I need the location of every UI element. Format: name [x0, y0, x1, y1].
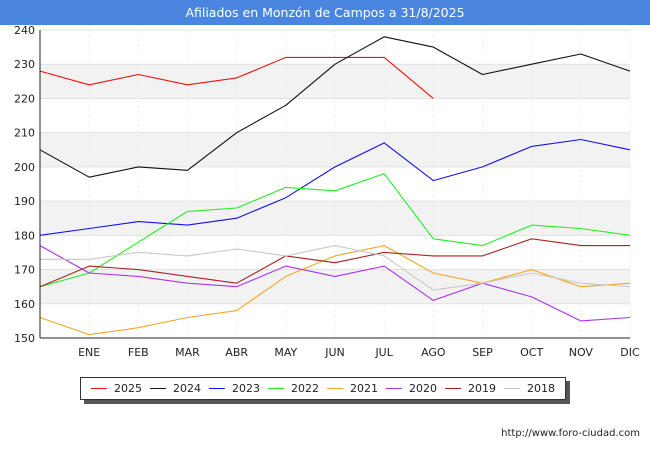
x-tick-label: JUN	[324, 346, 345, 359]
y-tick-label: 220	[14, 92, 35, 105]
x-tick-label: AGO	[421, 346, 446, 359]
series-line-2023	[39, 138, 631, 236]
legend-item-2025: 2025	[91, 382, 142, 395]
legend-item-2021: 2021	[327, 382, 378, 395]
x-tick-label: ENE	[78, 346, 100, 359]
series-line-2019	[39, 238, 630, 288]
legend-item-2023: 2023	[209, 382, 260, 395]
y-tick-label: 160	[14, 298, 35, 311]
legend-swatch	[268, 388, 284, 389]
legend-label: 2018	[527, 382, 555, 395]
legend-label: 2021	[350, 382, 378, 395]
y-tick-label: 180	[14, 229, 35, 242]
y-tick-label: 170	[14, 264, 35, 277]
series-line-2020	[39, 245, 631, 322]
x-tick-label: ABR	[225, 346, 248, 359]
legend-swatch	[91, 388, 107, 389]
x-tick-label: MAY	[274, 346, 297, 359]
legend-label: 2020	[409, 382, 437, 395]
series-line-2018	[40, 245, 631, 291]
x-tick-label: DIC	[620, 346, 640, 359]
legend-item-2024: 2024	[150, 382, 201, 395]
legend-item-2022: 2022	[268, 382, 319, 395]
x-tick-label: NOV	[569, 346, 594, 359]
legend: 2025 2024 2023 2022 2021 2020 2019 2018	[80, 377, 566, 400]
x-tick-label: FEB	[128, 346, 149, 359]
series-line-2022	[39, 173, 631, 288]
legend-label: 2025	[114, 382, 142, 395]
legend-item-2019: 2019	[445, 382, 496, 395]
legend-swatch	[445, 388, 461, 389]
y-tick-label: 150	[14, 332, 35, 345]
x-tick-label: SEP	[472, 346, 493, 359]
y-tick-label: 230	[14, 58, 35, 71]
x-tick-label: JUL	[374, 346, 393, 359]
legend-label: 2022	[291, 382, 319, 395]
legend-label: 2024	[173, 382, 201, 395]
x-tick-label: OCT	[520, 346, 543, 359]
x-tick-label: MAR	[175, 346, 200, 359]
series-line-2025	[39, 56, 434, 99]
series-line-2021	[39, 245, 631, 336]
legend-swatch	[504, 388, 520, 389]
chart-title: Afiliados en Monzón de Campos a 31/8/202…	[0, 0, 650, 25]
legend-swatch	[386, 388, 402, 389]
legend-swatch	[327, 388, 343, 389]
y-tick-label: 190	[14, 195, 35, 208]
legend-label: 2023	[232, 382, 260, 395]
legend-label: 2019	[468, 382, 496, 395]
y-tick-label: 200	[14, 161, 35, 174]
y-tick-label: 210	[14, 127, 35, 140]
footer-url: http://www.foro-ciudad.com	[501, 428, 640, 439]
series-line-2024	[39, 36, 631, 178]
y-tick-label: 240	[14, 24, 35, 37]
legend-item-2020: 2020	[386, 382, 437, 395]
legend-swatch	[209, 388, 225, 389]
legend-swatch	[150, 388, 166, 389]
legend-item-2018: 2018	[504, 382, 555, 395]
